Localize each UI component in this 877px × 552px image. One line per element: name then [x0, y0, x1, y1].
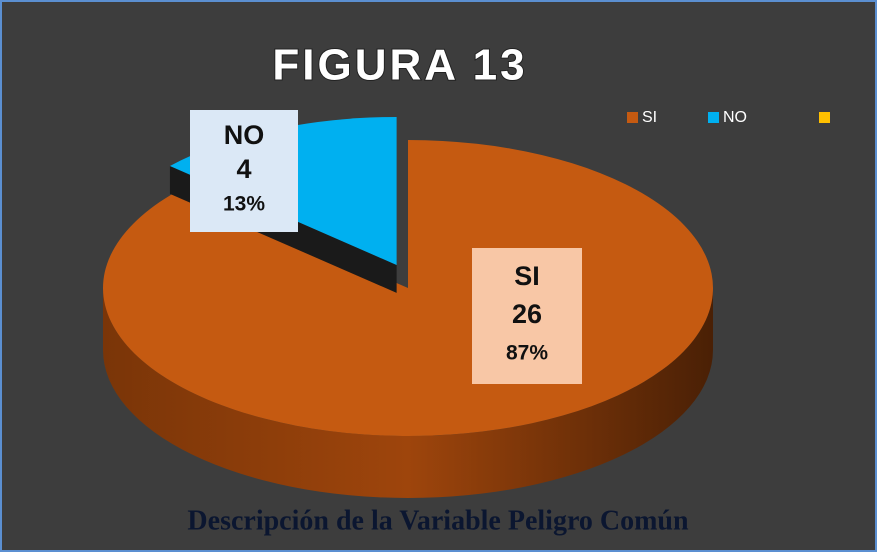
legend-label: SI: [642, 109, 657, 126]
data-label-value: 26: [512, 299, 542, 329]
chart-title: FIGURA 13: [272, 41, 527, 90]
caption: Descripción de la Variable Peligro Común: [187, 505, 689, 536]
legend-label: NO: [723, 109, 747, 126]
legend-swatch: [819, 112, 830, 123]
legend-swatch: [627, 112, 638, 123]
pie-side: [103, 288, 713, 498]
data-label-value: 4: [236, 154, 251, 184]
data-label-percent: 87%: [506, 342, 548, 365]
legend-swatch: [708, 112, 719, 123]
data-label-box: [472, 248, 582, 384]
data-label-category: SI: [514, 261, 540, 291]
data-label-category: NO: [224, 120, 265, 150]
data-label-percent: 13%: [223, 193, 265, 216]
data-label-box: [190, 110, 298, 232]
